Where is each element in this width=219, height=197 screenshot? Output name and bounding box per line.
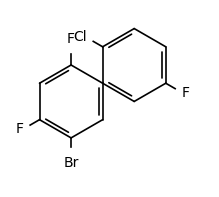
- Text: Br: Br: [63, 156, 79, 170]
- Text: F: F: [15, 122, 23, 136]
- Text: F: F: [67, 32, 75, 46]
- Text: F: F: [182, 85, 190, 100]
- Text: Cl: Cl: [73, 30, 87, 45]
